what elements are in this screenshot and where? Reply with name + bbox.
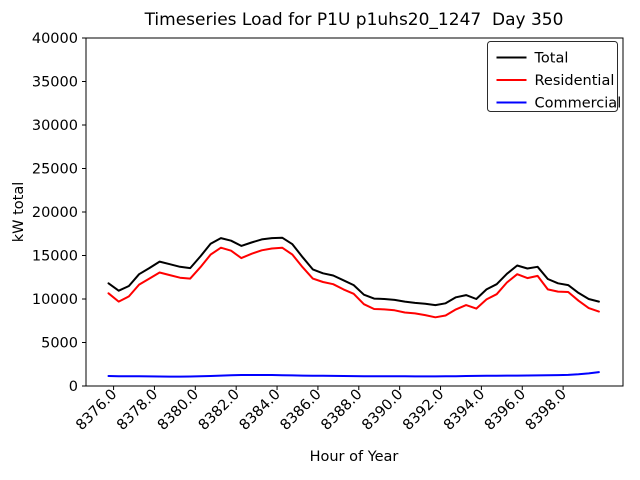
- legend-label-total: Total: [534, 51, 569, 67]
- x-tick-label: 8396.0: [482, 387, 529, 434]
- chart-title: Timeseries Load for P1U p1uhs20_1247 Day…: [144, 10, 564, 30]
- x-tick-label: 8390.0: [359, 387, 406, 434]
- series-line-total: [107, 236, 600, 307]
- y-tick-label: 35000: [32, 75, 78, 91]
- series-line-commercial: [107, 371, 600, 378]
- x-tick-label: 8376.0: [73, 387, 120, 434]
- y-tick-label: 30000: [32, 118, 78, 134]
- legend-label-residential: Residential: [535, 73, 615, 89]
- y-tick-label: 10000: [32, 292, 78, 308]
- x-tick-label: 8378.0: [114, 387, 161, 434]
- x-tick-label: 8392.0: [400, 387, 447, 434]
- y-axis-label: kW total: [11, 182, 27, 243]
- x-tick-label: 8382.0: [196, 387, 243, 434]
- y-axis-ticks: 0 5000 10000 15000 20000 25000 30000 35000 40000: [32, 31, 86, 395]
- y-tick-label: 40000: [32, 31, 78, 47]
- series-lines: [107, 236, 600, 378]
- x-tick-label: 8398.0: [523, 387, 570, 434]
- series-line-residential: [107, 246, 600, 319]
- x-axis-ticks: 8376.08378.08380.08382.08384.08386.08388…: [73, 386, 570, 434]
- x-tick-label: 8384.0: [237, 387, 284, 434]
- y-tick-label: 25000: [32, 162, 78, 178]
- x-tick-label: 8386.0: [278, 387, 325, 434]
- x-tick-label: 8394.0: [441, 387, 488, 434]
- y-tick-label: 5000: [41, 336, 78, 352]
- legend: Total Residential Commercial: [487, 41, 622, 112]
- x-tick-label: 8388.0: [318, 387, 365, 434]
- y-tick-label: 15000: [32, 249, 78, 265]
- y-tick-label: 0: [69, 379, 78, 395]
- y-tick-label: 20000: [32, 205, 78, 221]
- x-tick-label: 8380.0: [155, 387, 202, 434]
- x-axis-label: Hour of Year: [310, 449, 399, 465]
- legend-label-commercial: Commercial: [535, 96, 622, 112]
- legend-box: [487, 41, 618, 112]
